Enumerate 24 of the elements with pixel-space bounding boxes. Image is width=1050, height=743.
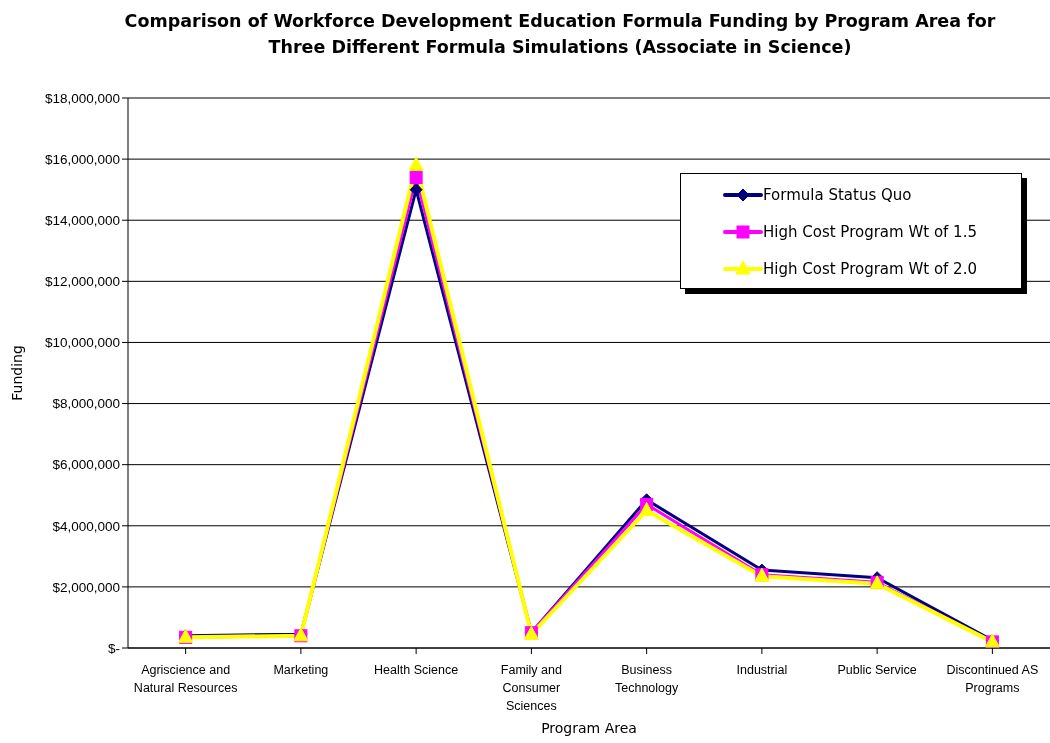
x-tick-label: Public Service xyxy=(837,662,917,677)
x-axis-title: Program Area xyxy=(541,720,637,736)
y-tick-label: $12,000,000 xyxy=(44,274,120,290)
y-tick-label: $4,000,000 xyxy=(52,518,120,534)
chart-title: Comparison of Workforce Development Education Formula Funding by Program Area for Three Different Formula Simulations (Associate in Science) xyxy=(123,10,997,59)
x-tick-label: Discontinued AS Programs xyxy=(946,662,1039,695)
y-tick-label: $14,000,000 xyxy=(44,213,120,229)
x-tick-label: Business Technology xyxy=(615,662,679,695)
y-tick-label: $2,000,000 xyxy=(52,579,120,595)
y-tick-label: $18,000,000 xyxy=(44,90,120,106)
x-tick-label: Marketing xyxy=(273,662,329,677)
x-tick-label: Family and Consumer Sciences xyxy=(500,662,562,713)
x-tick-label: Industrial xyxy=(736,662,788,677)
legend-label: High Cost Program Wt of 2.0 xyxy=(763,259,977,278)
x-tick-label: Agriscience and Natural Resources xyxy=(133,662,238,695)
y-tick-label: $16,000,000 xyxy=(44,151,120,167)
y-tick-label: $6,000,000 xyxy=(52,457,120,473)
x-tick-label: Health Science xyxy=(374,662,459,677)
legend-label: Formula Status Quo xyxy=(763,185,912,204)
y-axis-title: Funding xyxy=(8,345,25,401)
legend-label: High Cost Program Wt of 1.5 xyxy=(763,222,977,241)
y-tick-label: $10,000,000 xyxy=(44,335,120,351)
y-tick-label: $- xyxy=(107,640,120,656)
y-tick-label: $8,000,000 xyxy=(52,396,120,412)
